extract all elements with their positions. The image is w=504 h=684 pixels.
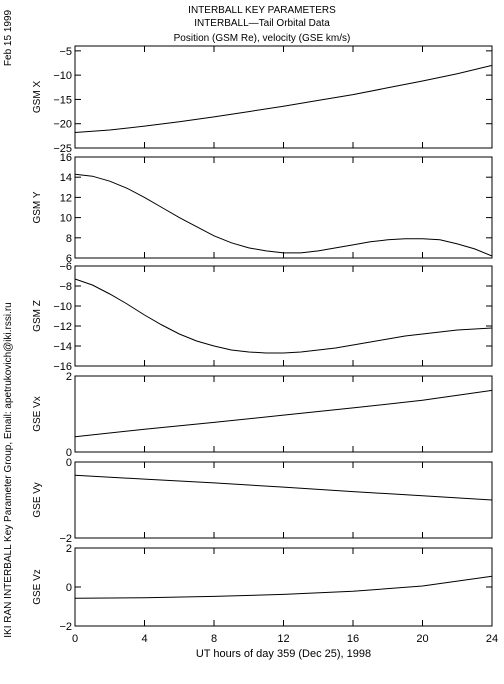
y-axis-label: GSM Z	[32, 300, 43, 332]
y-axis-label: GSE Vx	[32, 396, 43, 432]
data-line	[74, 64, 493, 133]
y-tick-label: −25	[53, 143, 72, 155]
data-line	[74, 278, 493, 354]
y-tick-label: 14	[60, 172, 72, 184]
y-axis-label: GSM Y	[32, 191, 43, 223]
x-tick-label: 0	[72, 633, 78, 645]
y-tick-label: 2	[66, 543, 72, 555]
panel-frame	[74, 375, 493, 453]
y-tick-label: −2	[59, 533, 72, 545]
x-tick-label: 8	[211, 633, 217, 645]
y-axis-label: GSE Vz	[32, 569, 43, 605]
y-tick-label: −5	[59, 46, 72, 58]
data-line	[74, 474, 493, 501]
x-axis-label: UT hours of day 359 (Dec 25), 1998	[196, 648, 371, 660]
data-line	[74, 173, 493, 257]
y-tick-label: −6	[59, 261, 72, 273]
panel-gsm-x: −5 −10 −15 −20 −25 GSM X	[32, 45, 493, 155]
title-line-1: INTERBALL KEY PARAMETERS	[188, 5, 336, 16]
y-tick-label: −16	[53, 361, 72, 373]
y-tick-label: 16	[60, 152, 72, 164]
panel-gsm-y: 16 14 12 10 8 6 GSM Y	[32, 152, 493, 265]
title-line-3: Position (GSM Re), velocity (GSE km/s)	[174, 33, 351, 44]
data-line	[74, 575, 493, 599]
panel-gse-vy: 0 −2 GSE Vy	[32, 457, 493, 545]
data-line	[74, 389, 493, 438]
y-tick-label: 2	[66, 371, 72, 383]
panel-frame	[74, 265, 493, 367]
x-tick-label: 20	[416, 633, 428, 645]
y-tick-label: 0	[66, 447, 72, 459]
x-tick-label: 4	[141, 633, 147, 645]
credit-label: IKI RAN INTERBALL Key Parameter Group, E…	[3, 302, 14, 637]
y-tick-label: −15	[53, 94, 72, 106]
x-tick-label: 24	[486, 633, 498, 645]
title-line-2: INTERBALL—Tail Orbital Data	[194, 18, 330, 29]
y-tick-label: 10	[60, 213, 72, 225]
y-tick-label: 0	[66, 582, 72, 594]
y-tick-label: −12	[53, 321, 72, 333]
y-tick-label: 6	[66, 253, 72, 265]
y-axis-label: GSE Vy	[32, 482, 43, 517]
y-tick-label: 12	[60, 192, 72, 204]
panel-frame	[74, 45, 493, 149]
x-tick-label: 16	[347, 633, 359, 645]
y-tick-label: −20	[53, 119, 72, 131]
panel-gse-vx: 2 0 GSE Vx	[32, 371, 493, 459]
panel-frame	[74, 547, 493, 627]
date-label: Feb 15 1999	[3, 9, 14, 66]
y-tick-label: 8	[66, 233, 72, 245]
y-tick-label: −8	[59, 281, 72, 293]
y-tick-label: −10	[53, 301, 72, 313]
panel-gse-vz: 2 0 −2 GSE Vz	[32, 543, 493, 633]
y-tick-label: 0	[66, 457, 72, 469]
y-tick-label: −14	[53, 341, 72, 353]
panel-frame	[74, 461, 493, 539]
x-tick-label: 12	[277, 633, 289, 645]
panel-frame	[74, 156, 493, 259]
y-tick-label: −2	[59, 621, 72, 633]
panel-gsm-z: −6 −8 −10 −12 −14 −16 GSM Z	[32, 261, 493, 373]
y-axis-label: GSM X	[32, 81, 43, 114]
y-tick-label: −10	[53, 70, 72, 82]
